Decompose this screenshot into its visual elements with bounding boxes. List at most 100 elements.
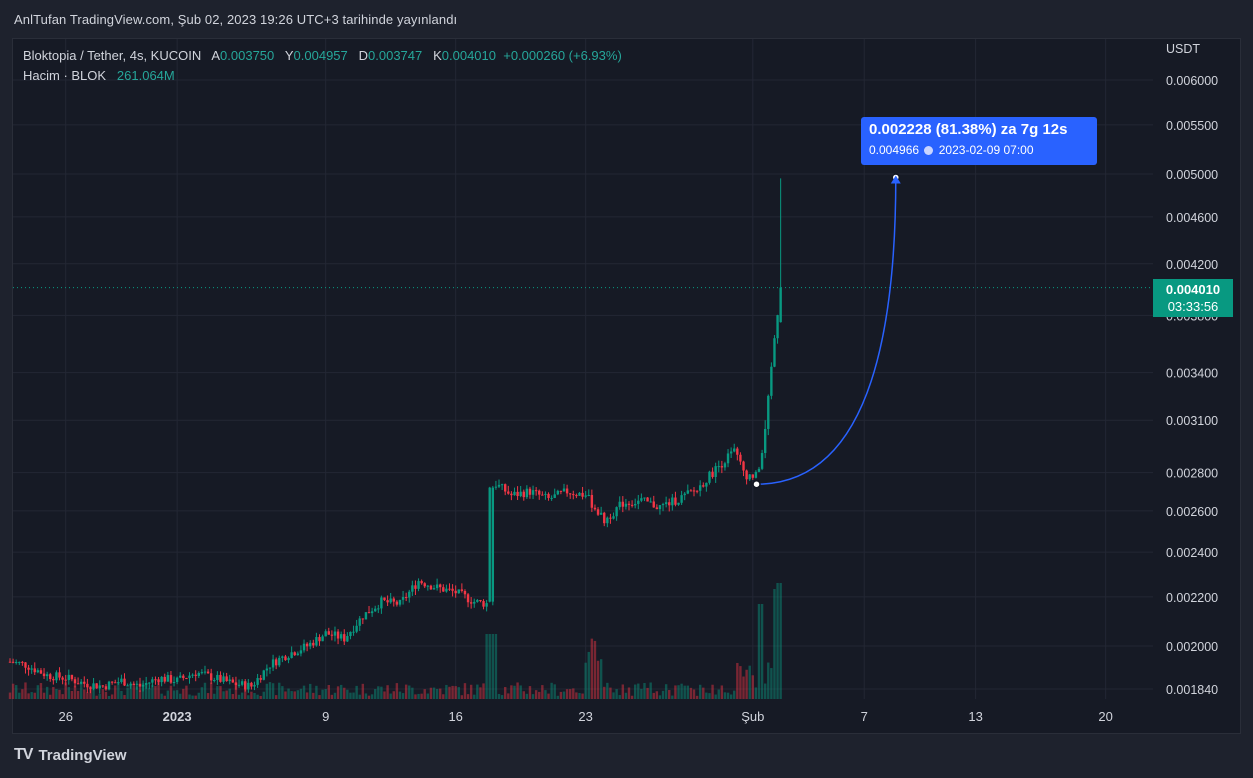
candle-body xyxy=(123,678,126,686)
low-label: D xyxy=(358,48,369,63)
volume-bar xyxy=(138,690,142,699)
volume-bar xyxy=(157,682,160,699)
projection-date: 2023-02-09 07:00 xyxy=(938,143,1034,157)
candle-body xyxy=(151,679,154,683)
volume-bar xyxy=(18,692,21,699)
volume-label[interactable]: Hacim · BLOK xyxy=(23,68,107,83)
time-axis: 26 2023 9 16 23 Şub 7 13 20 xyxy=(58,709,1112,724)
volume-bar xyxy=(643,683,646,699)
volume-bar xyxy=(135,686,139,699)
candle-body xyxy=(510,493,513,496)
volume-bar xyxy=(318,695,321,699)
projection-label[interactable]: 0.002228 (81.38%) za 7g 12s 0.004966 202… xyxy=(861,117,1097,165)
volume-bar xyxy=(460,695,464,699)
candle-body xyxy=(83,681,86,684)
candle-body xyxy=(265,668,269,671)
volume-bar xyxy=(748,665,751,699)
candle-body xyxy=(757,468,761,472)
candle-body xyxy=(754,471,758,478)
candle-body xyxy=(45,674,49,677)
volume-bar xyxy=(92,684,95,699)
candle-body xyxy=(562,488,566,492)
volume-bar xyxy=(578,693,581,699)
candle-body xyxy=(144,683,148,685)
volume-bar xyxy=(590,638,594,699)
volume-bar xyxy=(377,686,380,699)
volume-bar xyxy=(73,685,77,699)
volume-bar xyxy=(439,688,442,699)
tradingview-logo[interactable]: TV TradingView xyxy=(14,746,127,764)
candle-body xyxy=(748,474,751,480)
volume-bar xyxy=(315,685,318,699)
candle-body xyxy=(389,598,392,603)
volume-bar xyxy=(11,683,15,699)
candle-body xyxy=(58,672,61,678)
volume-bar xyxy=(123,695,126,699)
volume-bar xyxy=(485,634,488,699)
candle-body xyxy=(290,652,293,658)
volume-bar xyxy=(126,687,129,699)
volume-bar xyxy=(414,694,417,699)
y-tick-label: 0.002200 xyxy=(1166,591,1218,605)
volume-bar xyxy=(333,692,337,699)
candle-body xyxy=(417,581,420,589)
candle-body xyxy=(203,671,207,673)
candle-body xyxy=(36,670,40,673)
volume-bar xyxy=(742,676,745,699)
candle-body xyxy=(451,588,454,591)
volume-bar xyxy=(330,694,334,699)
volume-bar xyxy=(640,688,643,699)
candle-body xyxy=(423,583,426,587)
volume-bar xyxy=(349,692,352,699)
candle-body xyxy=(655,507,659,510)
candle-body xyxy=(531,490,535,495)
candle-body xyxy=(380,597,383,609)
volume-bar xyxy=(380,686,383,699)
volume-bar xyxy=(593,640,597,699)
candle-body xyxy=(439,584,442,588)
candle-body xyxy=(482,601,485,607)
volume-bar xyxy=(513,685,516,699)
volume-bar xyxy=(559,691,563,699)
volume-bar xyxy=(717,689,720,699)
candle-body xyxy=(668,502,671,506)
volume-bar xyxy=(698,684,702,699)
volume-bar xyxy=(522,691,525,699)
volume-bar xyxy=(296,690,300,699)
volume-bar xyxy=(736,662,739,699)
candle-body xyxy=(228,679,231,682)
volume-bar xyxy=(637,683,640,699)
volume-bar xyxy=(228,688,231,699)
candle-body xyxy=(8,661,12,663)
volume-bar xyxy=(655,691,659,699)
volume-bar xyxy=(596,660,600,699)
candle-body xyxy=(609,517,612,519)
candle-body xyxy=(129,683,132,686)
y-tick-label: 0.005500 xyxy=(1166,119,1218,133)
candle-body xyxy=(516,491,519,497)
high-label: Y xyxy=(284,48,294,63)
volume-bar xyxy=(253,692,256,699)
volume-bar xyxy=(361,683,365,699)
volume-bar xyxy=(132,683,135,699)
candle-countdown: 03:33:56 xyxy=(1167,299,1219,314)
candle-body xyxy=(473,601,476,604)
volume-bar xyxy=(568,689,572,699)
candle-body xyxy=(339,634,343,639)
symbol-label[interactable]: Bloktopia / Tether, 4s, KUCOIN xyxy=(23,48,202,63)
volume-bar xyxy=(621,684,625,699)
candle-body xyxy=(504,484,507,492)
candle-body xyxy=(618,501,621,508)
volume-bar xyxy=(299,688,303,699)
volume-bar xyxy=(24,682,27,699)
volume-bar xyxy=(197,692,200,699)
candle-body xyxy=(240,681,244,685)
volume-bar xyxy=(664,684,668,699)
candle-body xyxy=(110,681,114,683)
candle-body xyxy=(596,509,600,515)
y-tick-label: 0.002600 xyxy=(1166,505,1218,519)
header-bar: AnlTufan TradingView.com, Şub 02, 2023 1… xyxy=(0,0,1253,38)
candle-body xyxy=(11,661,15,663)
volume-bar xyxy=(336,686,340,699)
